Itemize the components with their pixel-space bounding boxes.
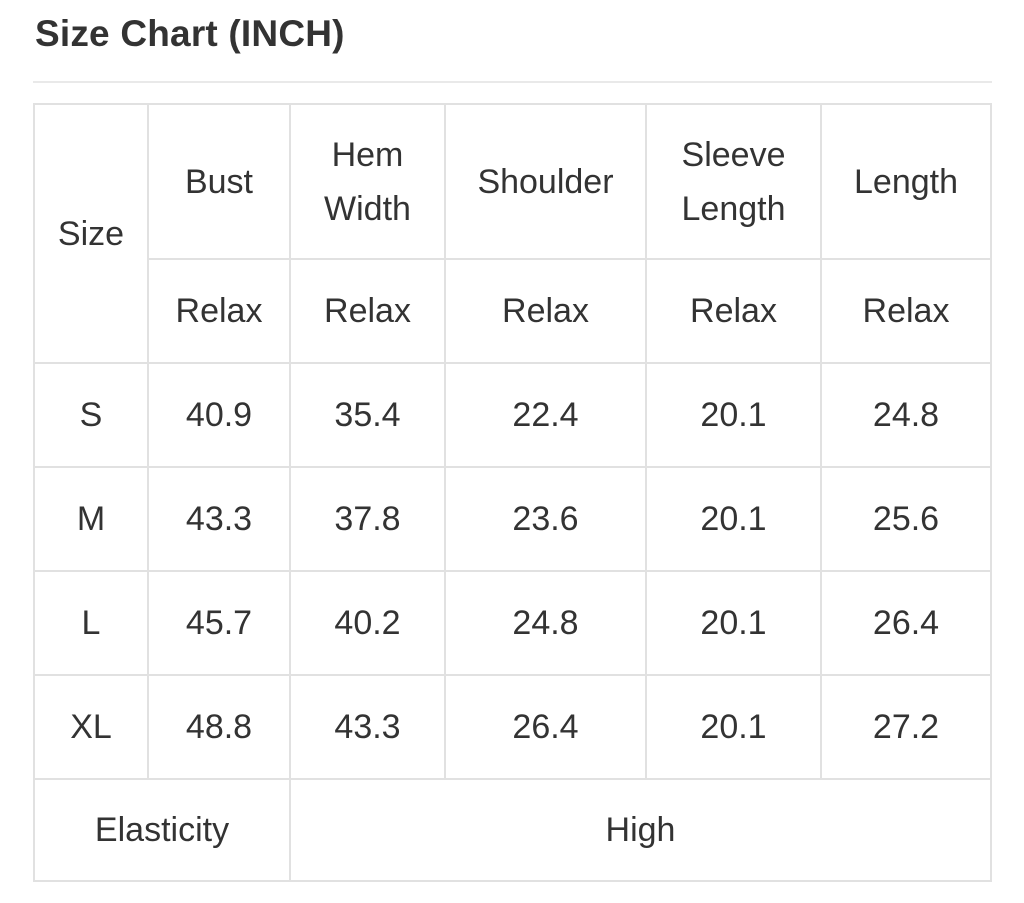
header-cell-sleeve-length: Sleeve Length — [646, 104, 821, 260]
value-cell: 22.4 — [445, 363, 646, 468]
size-cell: XL — [34, 675, 148, 780]
table-row-elasticity: Elasticity High — [34, 779, 991, 882]
value-cell: 43.3 — [290, 675, 445, 780]
value-cell: 37.8 — [290, 467, 445, 572]
value-cell: 45.7 — [148, 571, 290, 676]
value-cell: 24.8 — [821, 363, 991, 468]
size-chart-table: Size Bust Hem Width Shoulder Sleeve Leng… — [33, 103, 992, 883]
value-cell: 20.1 — [646, 363, 821, 468]
fit-cell-shoulder: Relax — [445, 259, 646, 364]
size-chart-section: Size Chart (INCH) Size Bust Hem Width Sh… — [33, 13, 992, 883]
table-row-s: S 40.9 35.4 22.4 20.1 24.8 — [34, 363, 991, 468]
header-cell-size: Size — [34, 104, 148, 364]
value-cell: 25.6 — [821, 467, 991, 572]
fit-cell-sleeve-length: Relax — [646, 259, 821, 364]
header-cell-hem-width: Hem Width — [290, 104, 445, 260]
value-cell: 24.8 — [445, 571, 646, 676]
header-cell-shoulder: Shoulder — [445, 104, 646, 260]
value-cell: 43.3 — [148, 467, 290, 572]
section-divider — [33, 81, 992, 84]
header-row-measures: Size Bust Hem Width Shoulder Sleeve Leng… — [34, 104, 991, 364]
value-cell: 26.4 — [821, 571, 991, 676]
size-cell: S — [34, 363, 148, 468]
fit-cell-hem-width: Relax — [290, 259, 445, 364]
size-cell: M — [34, 467, 148, 572]
value-cell: 23.6 — [445, 467, 646, 572]
table-row-m: M 43.3 37.8 23.6 20.1 25.6 — [34, 467, 991, 572]
value-cell: 20.1 — [646, 571, 821, 676]
header-cell-length: Length — [821, 104, 991, 260]
value-cell: 40.9 — [148, 363, 290, 468]
value-cell: 35.4 — [290, 363, 445, 468]
value-cell: 27.2 — [821, 675, 991, 780]
fit-cell-length: Relax — [821, 259, 991, 364]
value-cell: 20.1 — [646, 675, 821, 780]
page-title: Size Chart (INCH) — [35, 13, 345, 54]
size-cell: L — [34, 571, 148, 676]
table-row-l: L 45.7 40.2 24.8 20.1 26.4 — [34, 571, 991, 676]
table-row-xl: XL 48.8 43.3 26.4 20.1 27.2 — [34, 675, 991, 780]
fit-cell-bust: Relax — [148, 259, 290, 364]
elasticity-value-cell: High — [290, 779, 991, 882]
header-cell-bust: Bust — [148, 104, 290, 260]
header-row-fit: Relax Relax Relax Relax Relax — [34, 259, 991, 364]
value-cell: 26.4 — [445, 675, 646, 780]
elasticity-label-cell: Elasticity — [34, 779, 290, 882]
value-cell: 40.2 — [290, 571, 445, 676]
value-cell: 48.8 — [148, 675, 290, 780]
value-cell: 20.1 — [646, 467, 821, 572]
